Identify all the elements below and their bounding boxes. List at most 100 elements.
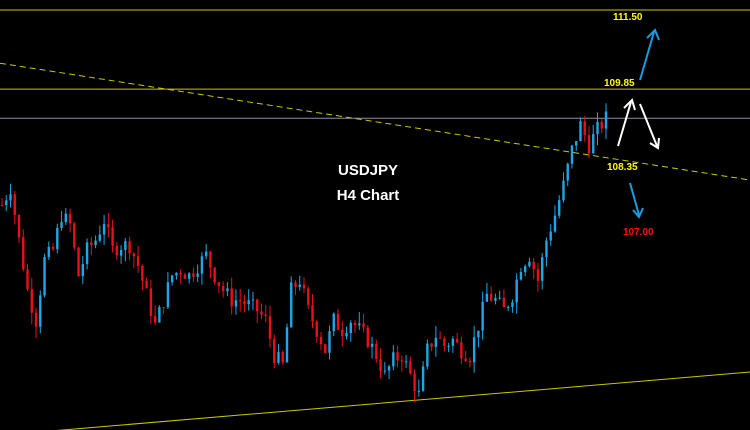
- candle-body: [187, 273, 191, 279]
- candle-body: [238, 300, 242, 302]
- candle-body: [34, 312, 38, 327]
- candle-body: [13, 194, 16, 216]
- level-label-111-50: 111.50: [613, 12, 643, 23]
- candle-body: [396, 352, 399, 361]
- candle-body: [221, 286, 225, 292]
- candle-body: [17, 215, 21, 238]
- candle-body: [451, 338, 455, 346]
- candle-body: [583, 121, 586, 136]
- candle-body: [566, 163, 569, 181]
- candle-body: [362, 323, 365, 328]
- candle-body: [102, 224, 106, 235]
- candle-body: [549, 231, 552, 241]
- candle-body: [324, 344, 327, 353]
- level-label-109-85: 109.85: [604, 78, 635, 89]
- candle-body: [136, 256, 140, 267]
- candle-body: [124, 241, 127, 250]
- arrow-down-white-icon: [639, 103, 658, 147]
- candle-body: [477, 330, 480, 338]
- arrow-up-blue-head: [646, 28, 660, 41]
- candle-body: [353, 322, 357, 326]
- candle-body: [540, 257, 544, 281]
- candle-body: [183, 274, 187, 279]
- candle-body: [264, 314, 267, 317]
- candle-body: [341, 329, 344, 337]
- arrow-down-white-head: [649, 137, 660, 150]
- candle-body: [481, 301, 484, 331]
- candle-body: [545, 240, 548, 258]
- candle-body: [600, 121, 603, 129]
- candle-body: [196, 273, 199, 277]
- candle-body: [409, 361, 412, 374]
- arrow-up-blue-icon: [639, 31, 655, 81]
- candle-body: [311, 304, 314, 322]
- candle-body: [426, 343, 429, 367]
- candle-body: [443, 338, 446, 346]
- candle-body: [51, 246, 55, 250]
- candle-body: [447, 345, 450, 347]
- candle-body: [455, 338, 459, 343]
- candle-body: [294, 282, 297, 288]
- candle-body: [494, 298, 497, 301]
- candle-body: [179, 272, 182, 275]
- candle-body: [489, 293, 493, 301]
- candle-body: [460, 342, 463, 359]
- candle-body: [532, 261, 535, 270]
- candle-body: [64, 213, 68, 223]
- chart-title: USDJPY: [337, 162, 399, 179]
- candle-body: [132, 253, 136, 257]
- candle-body: [192, 273, 195, 277]
- candle-body: [200, 256, 204, 274]
- candle-body: [430, 343, 433, 347]
- candle-body: [536, 269, 540, 281]
- candle-body: [604, 111, 608, 129]
- candle-body: [153, 315, 157, 323]
- candle-body: [319, 336, 323, 345]
- candle-body: [379, 359, 382, 372]
- arrow-up-white-icon: [617, 101, 632, 147]
- candle-body: [392, 352, 395, 367]
- candle-body: [209, 251, 212, 268]
- candle-body: [506, 306, 510, 308]
- candle-body: [226, 288, 229, 292]
- candle-body: [587, 135, 591, 154]
- candle-body: [30, 289, 33, 313]
- candle-body: [85, 242, 89, 265]
- candle-body: [234, 300, 238, 307]
- candle-body: [56, 227, 59, 250]
- resistance-trendline: [0, 62, 750, 181]
- candle-body: [273, 338, 276, 363]
- candle-body: [570, 145, 574, 164]
- arrow-up-white-head: [623, 98, 636, 111]
- candle-body: [383, 370, 387, 372]
- candle-body: [558, 200, 561, 216]
- candle-body: [290, 282, 293, 328]
- candle-body: [251, 299, 255, 301]
- candle-body: [592, 134, 595, 154]
- candle-body: [170, 275, 174, 283]
- candle-body: [260, 311, 263, 315]
- candle-body: [9, 194, 12, 201]
- candle-body: [60, 222, 63, 228]
- target-label-107-00: 107.00: [623, 227, 654, 238]
- candle-body: [77, 247, 80, 277]
- candle-body: [256, 299, 259, 312]
- candle-body: [22, 237, 25, 270]
- candle-body: [81, 264, 85, 277]
- candle-body: [511, 302, 514, 307]
- candle-body: [502, 297, 506, 308]
- candle-body: [302, 284, 306, 289]
- candle-body: [149, 288, 153, 316]
- candle-body: [73, 223, 76, 248]
- candle-body: [158, 307, 161, 323]
- chart-subtitle: H4 Chart: [336, 187, 400, 204]
- candle-body: [90, 242, 93, 245]
- candle-body: [307, 288, 310, 305]
- candle-body: [247, 300, 250, 305]
- candle-body: [596, 121, 599, 135]
- candle-body: [230, 288, 233, 307]
- candle-body: [47, 246, 50, 258]
- candle-body: [281, 352, 284, 363]
- candle-body: [175, 272, 178, 276]
